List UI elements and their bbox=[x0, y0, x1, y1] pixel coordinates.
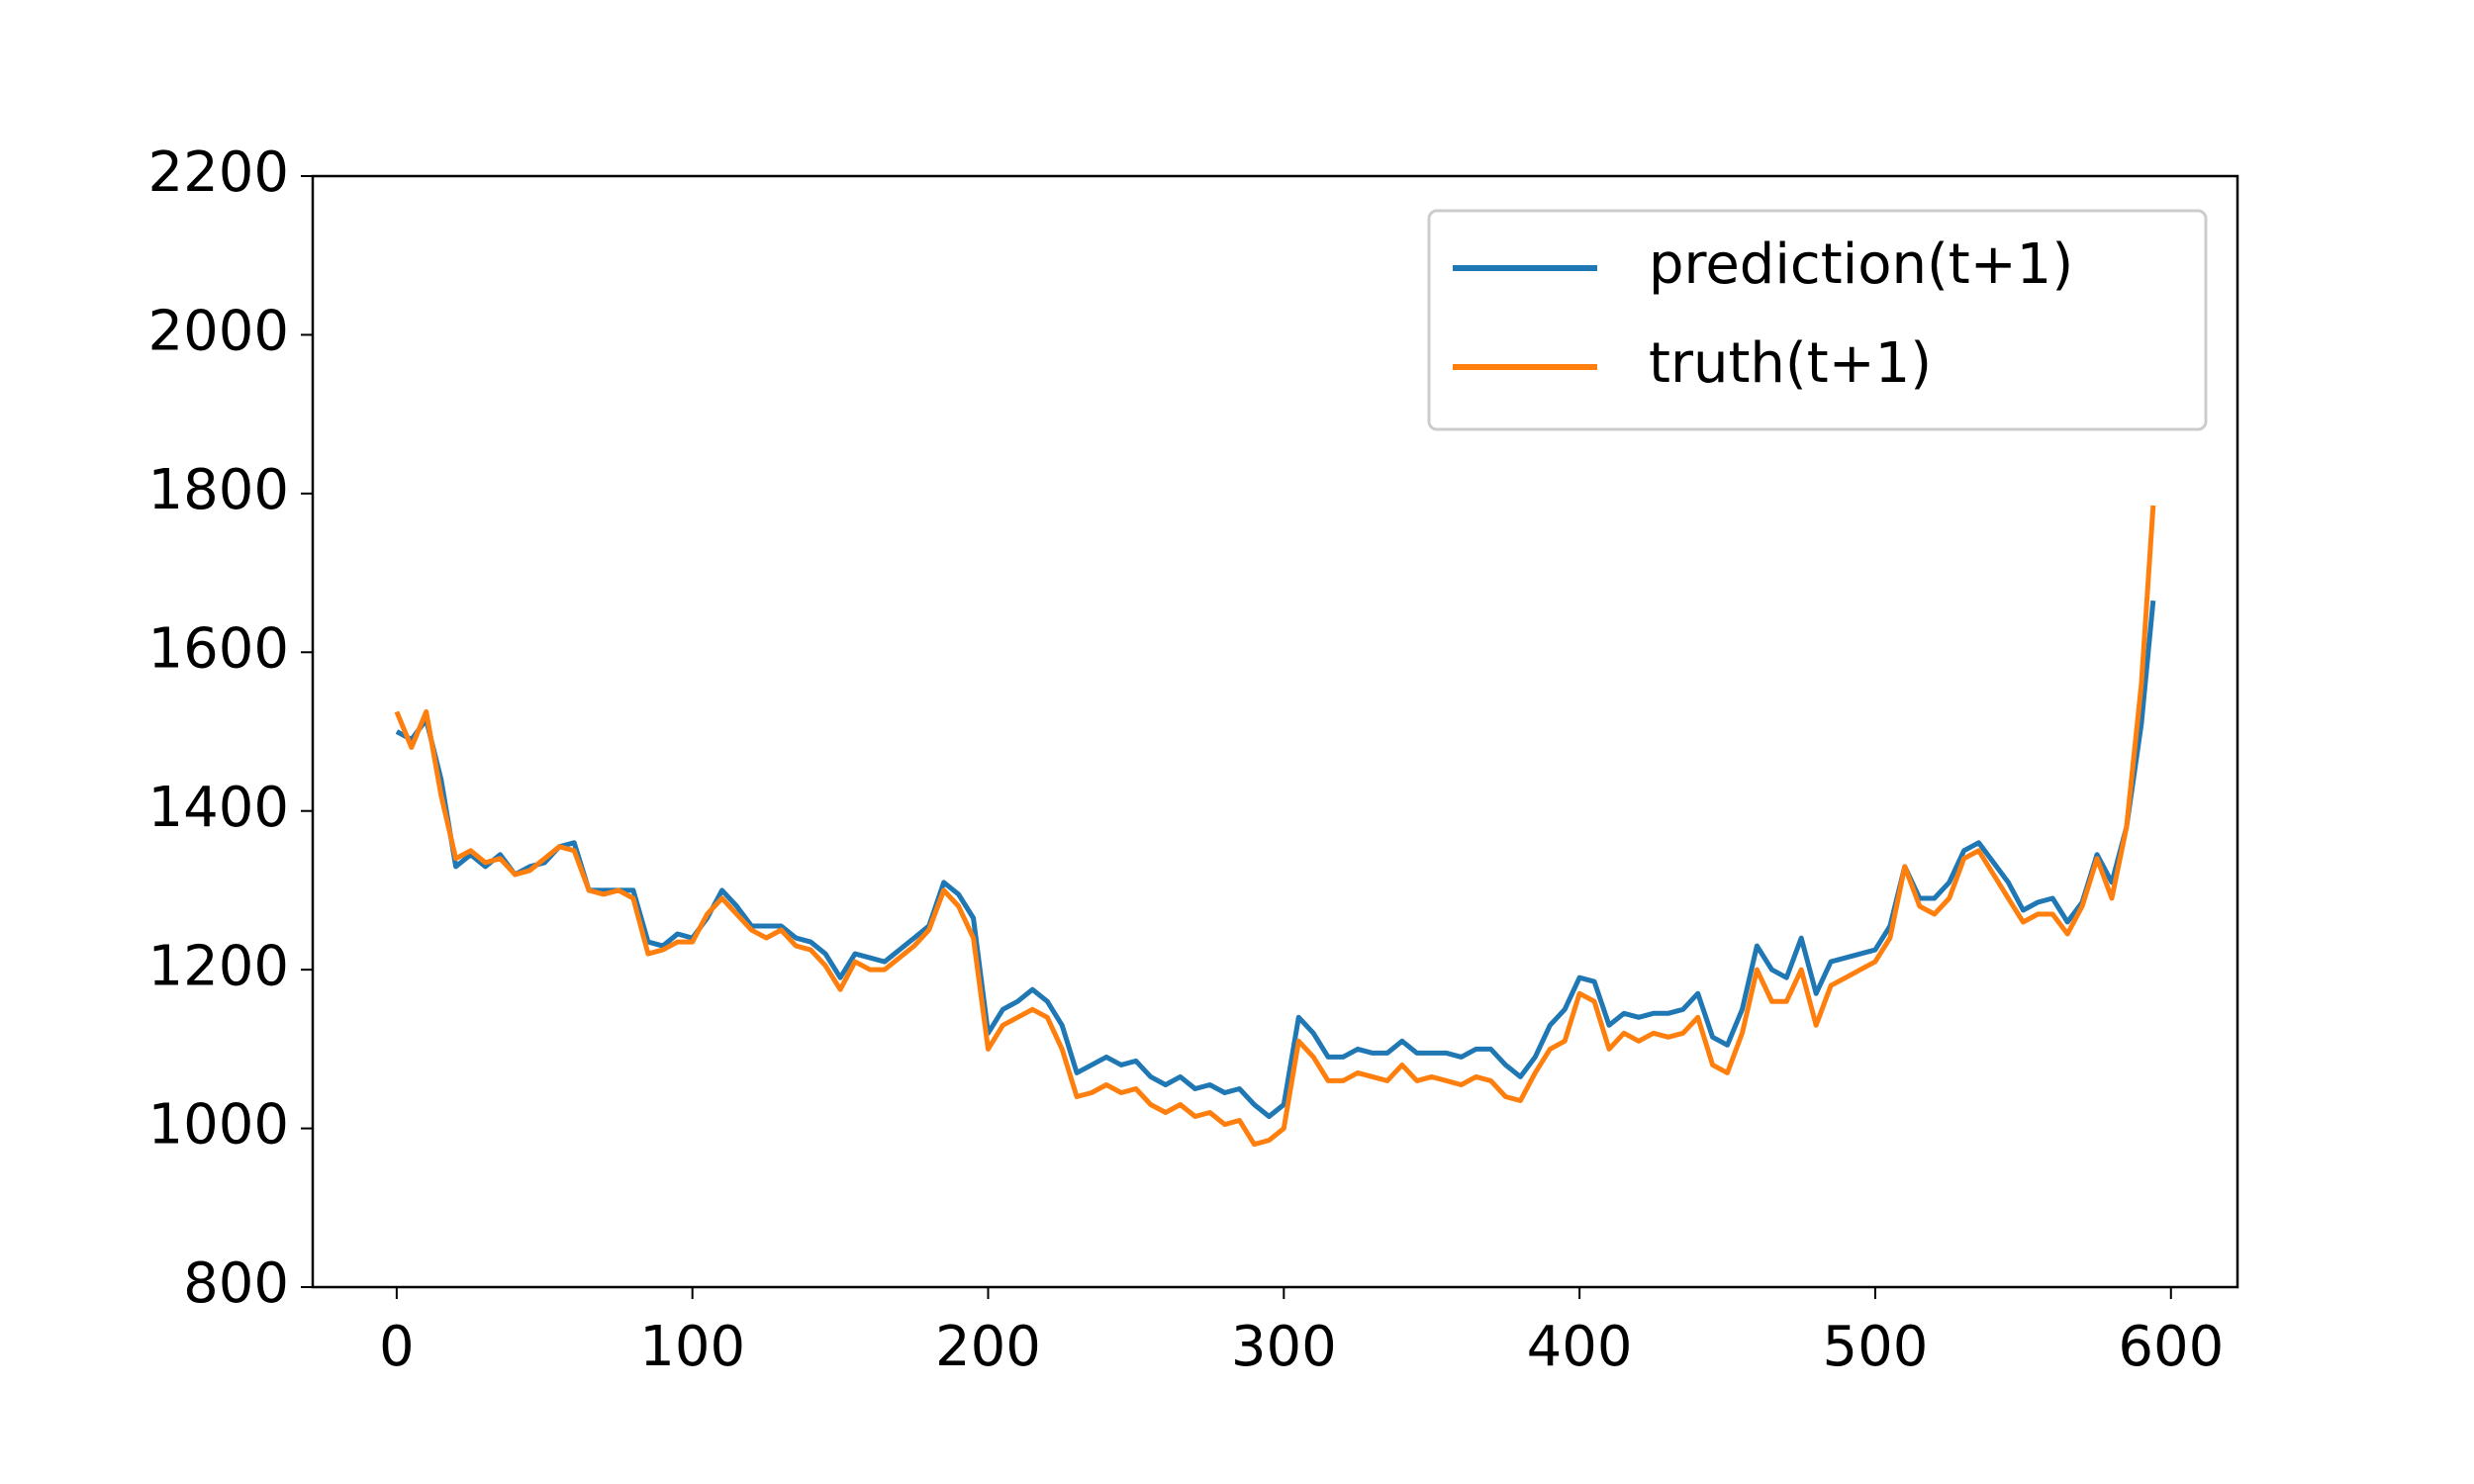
x-tick-label: 500 bbox=[1823, 1315, 1929, 1379]
series-line bbox=[395, 600, 2156, 1119]
y-tick-label: 2200 bbox=[147, 140, 289, 205]
legend-box bbox=[1427, 209, 2208, 431]
x-tick-label: 200 bbox=[935, 1315, 1041, 1379]
x-tick-label: 100 bbox=[639, 1315, 745, 1379]
y-tick-label: 1400 bbox=[147, 776, 289, 840]
legend-label: truth(t+1) bbox=[1649, 331, 1932, 396]
x-tick-label: 0 bbox=[379, 1315, 415, 1379]
y-tick-label: 1600 bbox=[147, 616, 289, 681]
y-tick-label: 1800 bbox=[147, 458, 289, 522]
x-tick-label: 300 bbox=[1231, 1315, 1337, 1379]
y-tick-label: 800 bbox=[183, 1252, 289, 1316]
y-tick-label: 1000 bbox=[147, 1093, 289, 1158]
plot-frame bbox=[311, 174, 2239, 1289]
x-tick-label: 400 bbox=[1527, 1315, 1633, 1379]
legend-label: prediction(t+1) bbox=[1649, 232, 2073, 297]
series-line bbox=[394, 505, 2156, 1148]
y-tick-label: 1200 bbox=[147, 934, 289, 998]
y-tick-label: 2000 bbox=[147, 300, 289, 364]
x-tick-label: 600 bbox=[2118, 1315, 2224, 1379]
